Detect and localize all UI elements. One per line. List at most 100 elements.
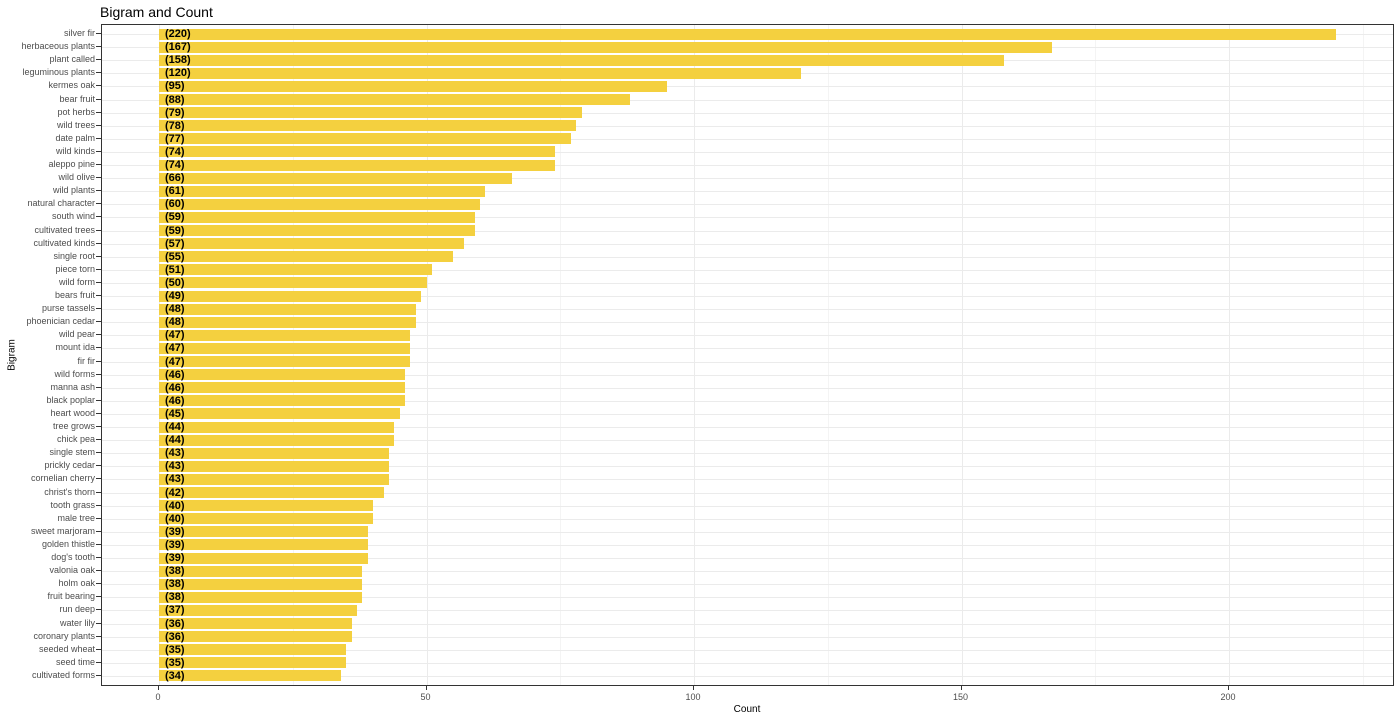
bar-value-label: (35) <box>165 656 185 669</box>
x-tick-label: 50 <box>420 692 431 702</box>
bar-value-label: (77) <box>165 132 185 145</box>
gridline-horizontal <box>102 597 1393 599</box>
gridline-horizontal <box>102 112 1393 114</box>
y-tick-mark <box>96 530 101 532</box>
gridline-horizontal <box>102 505 1393 507</box>
gridline-horizontal <box>102 361 1393 363</box>
bar <box>159 539 368 551</box>
bar-value-label: (43) <box>165 473 185 486</box>
bar-value-label: (78) <box>165 119 185 132</box>
bar <box>159 473 390 485</box>
gridline-horizontal <box>102 623 1393 625</box>
x-tick-mark <box>960 686 962 690</box>
gridline-horizontal <box>102 204 1393 206</box>
bar <box>159 460 390 472</box>
y-tick-label: coronary plants <box>33 630 95 641</box>
bar-value-label: (50) <box>165 276 185 289</box>
bar-value-label: (61) <box>165 185 185 198</box>
bar-value-label: (34) <box>165 669 185 682</box>
gridline-vertical <box>1362 25 1364 685</box>
bar-value-label: (39) <box>165 538 185 551</box>
bar <box>159 434 395 446</box>
bar <box>159 526 368 538</box>
bar-value-label: (44) <box>165 434 185 447</box>
bar <box>159 290 422 302</box>
y-tick-mark <box>96 478 101 480</box>
bar-value-label: (47) <box>165 355 185 368</box>
y-tick-mark <box>96 124 101 126</box>
gridline-horizontal <box>102 558 1393 559</box>
y-tick-mark <box>96 635 101 637</box>
bar <box>159 94 630 105</box>
y-tick-mark <box>96 360 101 362</box>
gridline-horizontal <box>102 427 1393 428</box>
gridline-horizontal <box>102 191 1393 193</box>
y-tick-label: wild olive <box>58 172 95 183</box>
gridline-horizontal <box>102 256 1393 258</box>
bar-value-label: (44) <box>165 421 185 433</box>
y-tick-mark <box>96 399 101 401</box>
bar-value-label: (39) <box>165 525 185 538</box>
y-tick-label: run deep <box>59 604 95 615</box>
gridline-horizontal <box>102 165 1393 166</box>
y-tick-label: manna ash <box>50 381 95 392</box>
gridline-horizontal <box>102 400 1393 402</box>
bar-value-label: (59) <box>165 224 185 237</box>
bar <box>159 604 357 616</box>
bar <box>159 631 352 643</box>
y-tick-label: date palm <box>55 132 95 143</box>
bar <box>159 591 363 603</box>
bar <box>159 107 582 119</box>
y-tick-mark <box>96 439 101 441</box>
y-tick-mark <box>96 177 101 179</box>
bar <box>159 565 363 577</box>
y-tick-mark <box>96 661 101 663</box>
y-tick-mark <box>96 281 101 283</box>
bar-value-label: (36) <box>165 617 185 630</box>
bar <box>159 133 571 145</box>
y-tick-label: christ's thorn <box>44 486 95 497</box>
gridline-vertical <box>961 25 963 685</box>
bar-value-label: (158) <box>165 54 191 67</box>
y-tick-mark <box>96 674 101 676</box>
bar <box>159 395 406 407</box>
y-tick-label: herbaceous plants <box>21 41 95 52</box>
gridline-vertical <box>159 25 160 685</box>
y-tick-label: wild trees <box>56 119 95 130</box>
bar-value-label: (37) <box>165 604 185 617</box>
x-tick-mark <box>158 686 159 690</box>
bar-value-label: (43) <box>165 447 185 460</box>
y-tick-label: black poplar <box>46 394 95 405</box>
bar <box>159 369 406 381</box>
y-tick-mark <box>96 570 101 572</box>
bar <box>159 159 555 171</box>
y-tick-mark <box>96 85 101 87</box>
bar <box>159 421 395 433</box>
y-tick-label: natural character <box>27 198 95 209</box>
y-tick-mark <box>96 268 101 270</box>
y-tick-label: fir fir <box>77 355 96 366</box>
y-tick-label: cultivated forms <box>31 669 95 680</box>
gridline-horizontal <box>102 479 1393 481</box>
bar-value-label: (47) <box>165 329 185 342</box>
y-tick-mark <box>96 334 101 336</box>
bar-value-label: (42) <box>165 486 185 499</box>
bar-value-label: (43) <box>165 460 185 473</box>
bar-value-label: (95) <box>165 80 185 93</box>
bar <box>159 500 373 512</box>
bar-value-label: (66) <box>165 172 185 185</box>
y-tick-mark <box>96 557 101 558</box>
bar-value-label: (46) <box>165 368 185 381</box>
x-tick-mark <box>693 686 694 690</box>
bar <box>159 41 1053 53</box>
gridline-horizontal <box>102 440 1393 442</box>
gridline-horizontal <box>102 151 1393 153</box>
gridline-vertical <box>1229 25 1230 685</box>
bar <box>159 277 427 289</box>
bar <box>159 329 411 341</box>
gridline-horizontal <box>102 374 1393 376</box>
gridline-horizontal <box>102 296 1393 297</box>
bar <box>159 238 464 250</box>
x-tick-mark <box>425 686 427 690</box>
y-tick-label: valonia oak <box>49 565 95 576</box>
